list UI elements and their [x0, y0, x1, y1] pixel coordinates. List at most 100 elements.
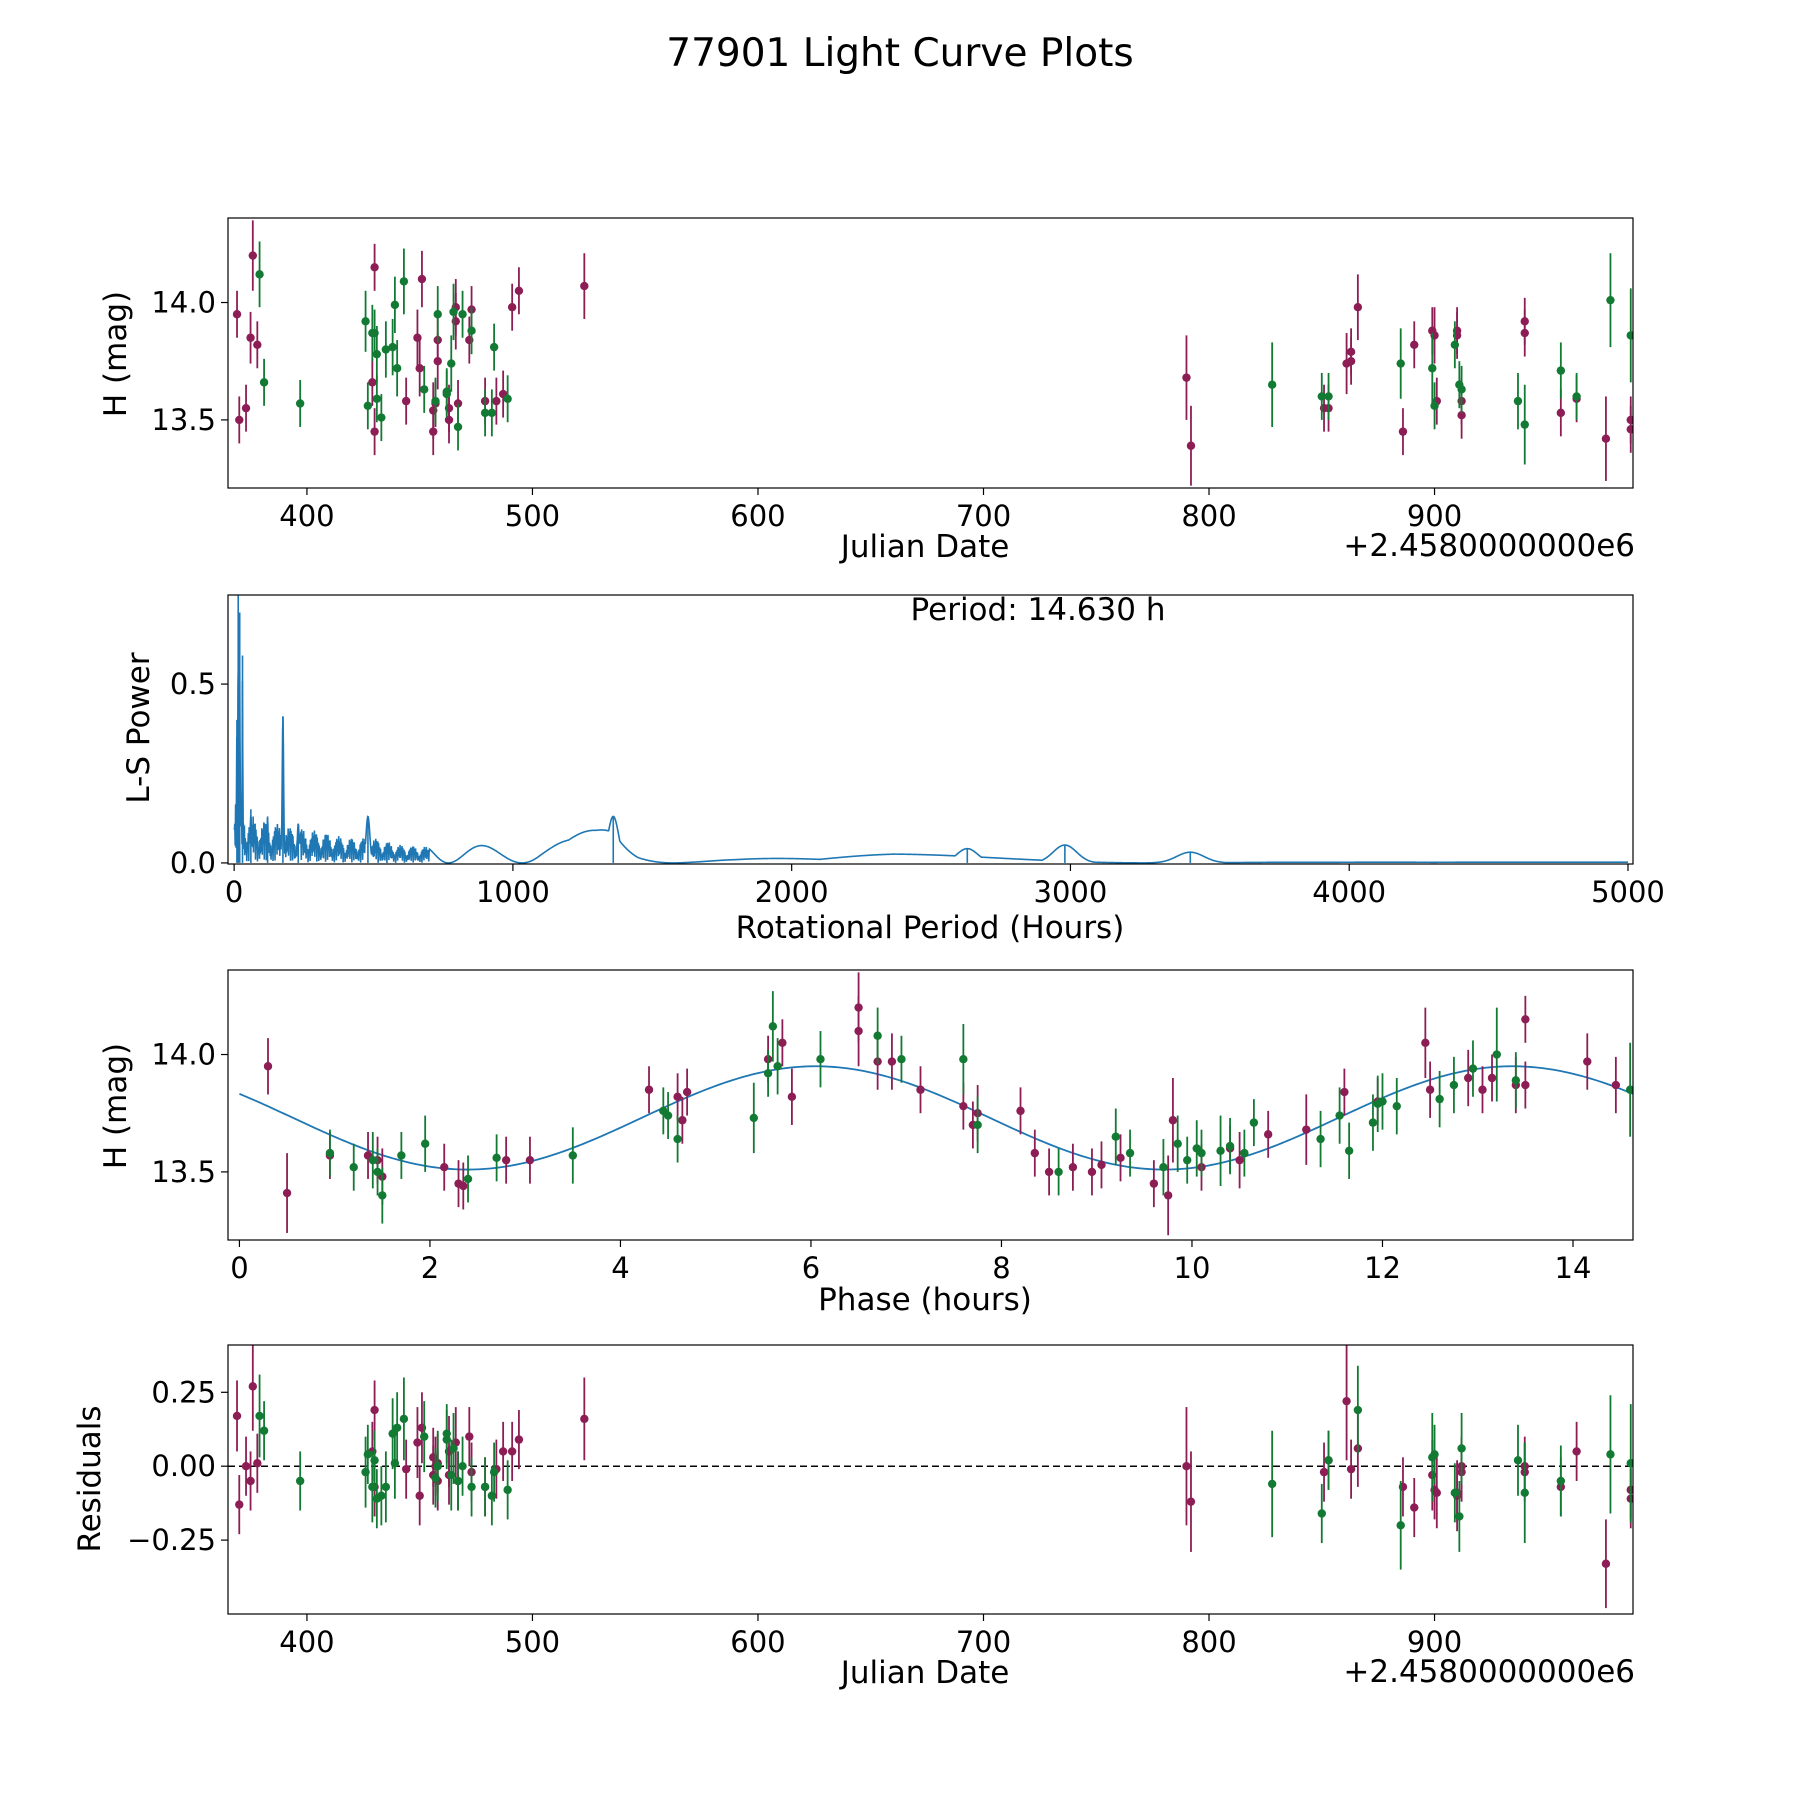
- lightcurve-panel: Julian Date +2.4580000000e6 H (mag) 400 5…: [98, 217, 1635, 565]
- phased-point-g: [325, 1148, 335, 1158]
- lightcurve-point-r: [413, 333, 422, 342]
- phased-point-g: [673, 1134, 682, 1144]
- lightcurve-point-r: [514, 286, 524, 295]
- lightcurve-point-r: [1398, 427, 1408, 436]
- lightcurve-point-g: [447, 359, 456, 368]
- phased-point-g: [378, 1191, 387, 1200]
- phased-xtick-label: 4: [611, 1251, 629, 1285]
- residuals-xtick-label: 900: [1407, 1625, 1462, 1659]
- phased-point-g: [1468, 1064, 1478, 1073]
- lightcurve-point-g: [489, 342, 499, 352]
- phased-point-g: [1249, 1118, 1259, 1127]
- lightcurve-point-r: [370, 263, 379, 272]
- lightcurve-point-r: [1182, 373, 1191, 382]
- phased-point-r: [1263, 1130, 1273, 1139]
- phased-point-r: [525, 1155, 535, 1165]
- lightcurve-point-r: [1346, 347, 1356, 357]
- lightcurve-point-r: [507, 303, 517, 312]
- lightcurve-ytick-label: 13.5: [151, 403, 216, 437]
- residuals-point-g: [1353, 1405, 1363, 1415]
- residuals-point-g: [370, 1456, 379, 1465]
- phased-point-g: [897, 1055, 906, 1064]
- lightcurve-point-g: [392, 364, 402, 373]
- lightcurve-point-r: [241, 403, 251, 413]
- phased-point-g: [492, 1153, 501, 1163]
- phased-point-g: [420, 1139, 430, 1148]
- phased-point-r: [1487, 1073, 1497, 1083]
- phased-point-r: [1149, 1179, 1159, 1188]
- lightcurve-point-g: [420, 385, 429, 394]
- lightcurve-point-g: [388, 342, 397, 352]
- residuals-point-g: [1626, 1459, 1633, 1468]
- lightcurve-point-r: [253, 340, 262, 349]
- lightcurve-point-g: [1572, 392, 1581, 401]
- phased-point-g: [1316, 1134, 1325, 1144]
- lightcurve-point-g: [1324, 392, 1333, 401]
- phased-point-g: [768, 1022, 778, 1031]
- residuals-point-g: [480, 1482, 490, 1492]
- phased-point-r: [1163, 1191, 1173, 1200]
- lightcurve-point-g: [1430, 401, 1439, 411]
- phased-point-r: [263, 1062, 273, 1071]
- lightcurve-point-g: [453, 422, 463, 432]
- phased-ytick-label: 14.0: [151, 1038, 216, 1072]
- periodogram-xlabel: Rotational Period (Hours): [736, 910, 1125, 946]
- residuals-point-g: [449, 1444, 458, 1453]
- lightcurve-ylabel: H (mag): [98, 291, 134, 417]
- lightcurve-point-g: [1267, 380, 1277, 389]
- phased-point-r: [1168, 1116, 1178, 1125]
- residuals-plot-area: [228, 1345, 1633, 1609]
- residuals-xtick-label: 700: [956, 1625, 1011, 1659]
- periodogram-xtick-label: 1000: [476, 875, 550, 909]
- lightcurve-xtick-label: 800: [1181, 499, 1236, 533]
- residuals-ytick-label: 0.25: [151, 1375, 216, 1409]
- lightcurve-point-r: [1186, 441, 1196, 450]
- residuals-point-r: [1601, 1559, 1611, 1568]
- phased-point-r: [1116, 1153, 1125, 1163]
- phased-point-r: [1340, 1087, 1349, 1097]
- residuals-point-g: [458, 1461, 467, 1471]
- phased-point-g: [1240, 1148, 1249, 1158]
- phased-point-g: [749, 1113, 759, 1123]
- phased-point-r: [1068, 1163, 1078, 1172]
- residuals-point-r: [253, 1459, 262, 1468]
- phased-point-r: [778, 1038, 787, 1047]
- lightcurve-point-g: [1317, 392, 1326, 401]
- lightcurve-point-g: [449, 307, 458, 317]
- residuals-point-g: [259, 1426, 269, 1435]
- lightcurve-point-g: [399, 277, 409, 286]
- residuals-point-r: [1572, 1447, 1581, 1456]
- residuals-point-r: [1186, 1497, 1196, 1506]
- residuals-point-g: [433, 1461, 442, 1471]
- periodogram-xtick-label: 2000: [755, 875, 829, 909]
- lightcurve-xtick-label: 900: [1407, 499, 1462, 533]
- lightcurve-point-r: [1353, 303, 1363, 312]
- residuals-point-g: [467, 1482, 476, 1492]
- phased-point-r: [682, 1087, 692, 1097]
- phased-point-r: [644, 1085, 654, 1094]
- phased-point-g: [1197, 1148, 1206, 1158]
- phased-point-r: [1521, 1080, 1530, 1090]
- residuals-point-r: [514, 1435, 524, 1444]
- periodogram-xtick-label: 3000: [1034, 875, 1108, 909]
- lightcurve-point-g: [1626, 331, 1633, 340]
- phased-point-r: [1583, 1057, 1592, 1066]
- phased-point-g: [1392, 1101, 1401, 1111]
- lightcurve-point-r: [1601, 434, 1611, 443]
- residuals-point-g: [381, 1482, 391, 1492]
- residuals-point-r: [370, 1405, 379, 1415]
- lightcurve-point-g: [372, 349, 382, 359]
- residuals-point-g: [1455, 1512, 1464, 1521]
- phased-point-r: [459, 1181, 468, 1191]
- residuals-point-r: [415, 1491, 424, 1500]
- phased-point-r: [1464, 1073, 1473, 1083]
- phased-point-g: [1368, 1118, 1378, 1127]
- phased-xtick-label: 0: [230, 1251, 248, 1285]
- phased-point-g: [397, 1151, 406, 1160]
- residuals-point-r: [248, 1382, 258, 1391]
- residuals-point-g: [420, 1432, 429, 1441]
- residuals-point-r: [1346, 1464, 1356, 1474]
- residuals-xtick-label: 800: [1181, 1625, 1236, 1659]
- phased-point-r: [1087, 1167, 1097, 1177]
- period-annotation: Period: 14.630 h: [911, 592, 1166, 628]
